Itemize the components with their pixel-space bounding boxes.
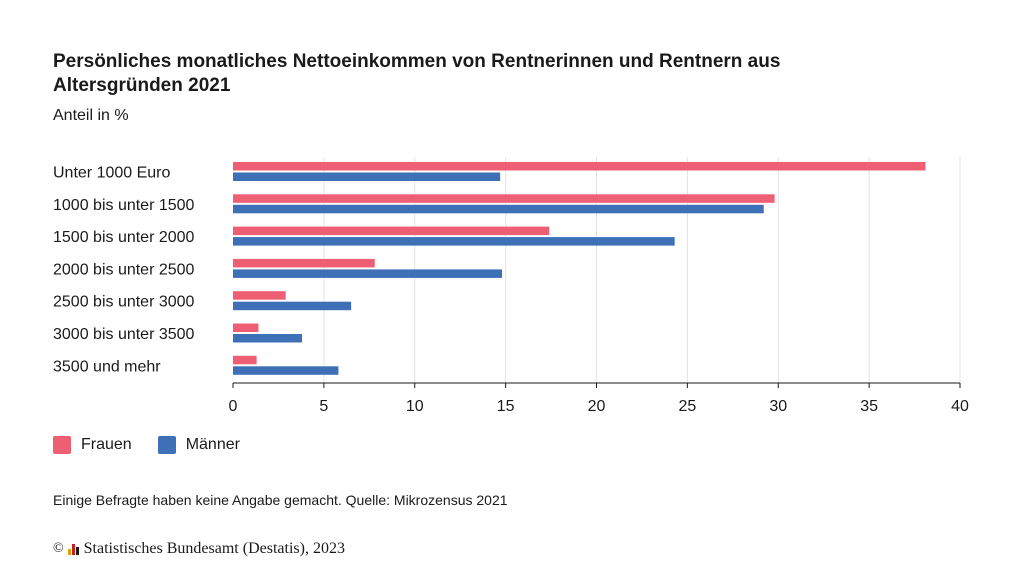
category-label: 1500 bis unter 2000 (53, 229, 195, 246)
x-tick-label: 10 (406, 398, 424, 415)
source-note: Einige Befragte haben keine Angabe gemac… (53, 492, 508, 508)
bar-frauen (233, 226, 550, 236)
legend-item-frauen[interactable]: Frauen (53, 436, 132, 454)
bar-chart: Unter 1000 Euro 1000 bis unter 1500 1500 b… (53, 157, 969, 415)
bar-maenner (233, 269, 502, 278)
x-tick-label: 30 (769, 398, 787, 415)
category-label: 2500 bis unter 3000 (53, 294, 195, 311)
legend-item-maenner[interactable]: Männer (157, 436, 240, 454)
copyright-text: Statistisches Bundesamt (Destatis), 2023 (83, 540, 345, 557)
bar-frauen (233, 323, 259, 332)
x-tick-label: 0 (229, 398, 238, 415)
x-tick-label: 15 (497, 398, 515, 415)
bar-maenner (233, 301, 352, 311)
legend-swatch-maenner (157, 436, 176, 454)
x-tick-label: 25 (678, 398, 696, 415)
x-tick-label: 40 (951, 398, 969, 415)
bar-maenner (233, 366, 339, 375)
x-tick-label: 5 (319, 398, 328, 415)
category-label: 1000 bis unter 1500 (53, 197, 195, 214)
x-tick-label: 35 (860, 398, 878, 415)
legend-label-maenner: Männer (185, 436, 240, 453)
bar-frauen (233, 258, 375, 268)
bar-frauen (233, 162, 926, 171)
category-label: Unter 1000 Euro (53, 165, 171, 182)
bar-maenner (233, 204, 764, 214)
bar-frauen (233, 291, 286, 300)
copyright-icon: © (53, 541, 64, 556)
bar-frauen (233, 194, 775, 203)
bar-maenner (233, 334, 303, 343)
chart-title: Persönliches monatliches Nettoeinkommen … (53, 51, 781, 96)
chart-subtitle: Anteil in % (53, 107, 129, 124)
category-label: 3500 und mehr (53, 358, 161, 375)
bar-frauen (233, 355, 257, 365)
legend-label-frauen: Frauen (81, 436, 132, 453)
chart-legend: Frauen Männer (53, 436, 266, 454)
copyright-line: © Statistisches Bundesamt (Destatis), 20… (53, 540, 345, 558)
category-label: 3000 bis unter 3500 (53, 326, 195, 343)
x-tick-label: 20 (588, 398, 606, 415)
bar-maenner (233, 237, 675, 246)
legend-swatch-frauen (53, 436, 71, 454)
destatis-logo-icon (67, 543, 79, 555)
category-label: 2000 bis unter 2500 (53, 261, 195, 278)
bar-maenner (233, 172, 501, 181)
